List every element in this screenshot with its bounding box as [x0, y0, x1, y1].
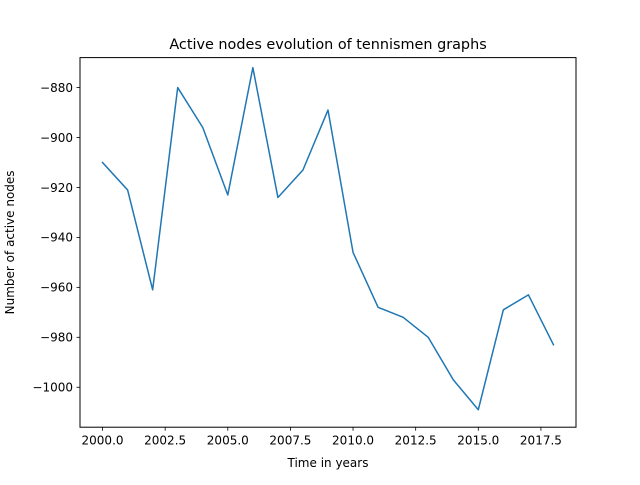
- x-tick-label: 2005.0: [207, 434, 249, 448]
- y-axis-ticks: −1000 −980 −960 −940 −920 −900 −880: [32, 81, 80, 395]
- x-tick-label: 2015.0: [457, 434, 499, 448]
- y-tick-label: −920: [40, 181, 73, 195]
- series-line-0: [101, 66, 555, 411]
- y-tick-label: −960: [40, 281, 73, 295]
- x-axis-ticks: 2000.0 2002.5 2005.0 2007.5 2010.0 2012.5 2015…: [82, 427, 562, 448]
- y-tick-label: −1000: [32, 381, 73, 395]
- y-axis-label: Number of active nodes: [3, 170, 17, 314]
- plot-layer: [101, 66, 555, 411]
- chart-title: Active nodes evolution of tennismen grap…: [169, 37, 486, 53]
- x-tick-label: 2002.5: [144, 434, 186, 448]
- x-tick-label: 2012.5: [395, 434, 437, 448]
- x-tick-label: 2007.5: [269, 434, 311, 448]
- y-tick-label: −880: [40, 81, 73, 95]
- y-tick-label: −900: [40, 131, 73, 145]
- x-tick-label: 2017.5: [520, 434, 562, 448]
- y-tick-label: −940: [40, 231, 73, 245]
- x-tick-label: 2000.0: [82, 434, 124, 448]
- y-tick-label: −980: [40, 331, 73, 345]
- x-axis-label: Time in years: [287, 456, 369, 470]
- x-tick-label: 2010.0: [332, 434, 374, 448]
- plot-frame: [79, 57, 577, 428]
